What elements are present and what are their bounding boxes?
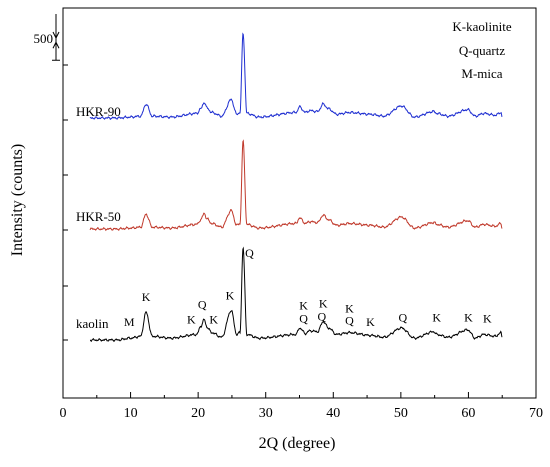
series-line-kaolin (89, 246, 503, 343)
peak-label-k: K (366, 315, 375, 329)
peak-label-k: K (319, 297, 328, 311)
peak-label-m: M (124, 315, 135, 329)
legend-entry-quartz: Q-quartz (459, 43, 505, 58)
series-label-hkr-50: HKR-50 (76, 209, 121, 224)
scale-bar: 500 (34, 14, 60, 61)
series-hkr-90: HKR-90 (76, 32, 503, 120)
x-tick-label: 40 (326, 406, 340, 421)
x-tick-label: 60 (461, 406, 475, 421)
y-axis-label: Intensity (counts) (9, 144, 26, 256)
legend-entry-kaolinite: K-kaolinite (452, 19, 511, 34)
series-hkr-50: HKR-50 (76, 139, 503, 232)
x-tick-labels: 0 10 20 30 40 50 60 70 (60, 406, 544, 421)
peak-label-q: Q (345, 313, 354, 327)
peak-label-k: K (226, 288, 235, 302)
legend-entry-mica: M-mica (461, 66, 502, 81)
x-tick-marks (62, 392, 537, 398)
peak-label-q: Q (399, 311, 408, 325)
series-label-hkr-90: HKR-90 (76, 104, 121, 119)
series-line-hkr-50 (89, 139, 503, 232)
peak-label-q: Q (317, 310, 326, 324)
x-tick-label: 30 (259, 406, 273, 421)
peak-label-k: K (299, 298, 308, 312)
x-tick-label: 10 (124, 406, 138, 421)
peak-label-k: K (483, 311, 492, 325)
scale-bar-arrow-down (52, 31, 60, 40)
series-kaolin: kaolin (76, 246, 503, 343)
series-line-hkr-90 (89, 32, 503, 120)
peak-label-q: Q (299, 311, 308, 325)
series-label-kaolin: kaolin (76, 316, 109, 331)
x-tick-label: 50 (394, 406, 408, 421)
peak-label-q: Q (198, 298, 207, 312)
peak-label-k: K (142, 290, 151, 304)
peak-label-q: Q (245, 246, 254, 260)
peak-label-k: K (187, 312, 196, 326)
x-tick-label: 0 (60, 406, 67, 421)
peak-label-k: K (464, 311, 473, 325)
peak-label-k: K (345, 301, 354, 315)
scale-bar-label: 500 (34, 31, 54, 46)
peak-label-k: K (209, 312, 218, 326)
x-tick-label: 20 (191, 406, 205, 421)
peak-label-k: K (432, 311, 441, 325)
series-layer: kaolin HKR-50 HKR-90 (76, 32, 503, 343)
x-tick-label: 70 (529, 406, 543, 421)
scale-bar-arrow-up (52, 41, 60, 49)
x-axis-label: 2Q (degree) (259, 435, 336, 452)
